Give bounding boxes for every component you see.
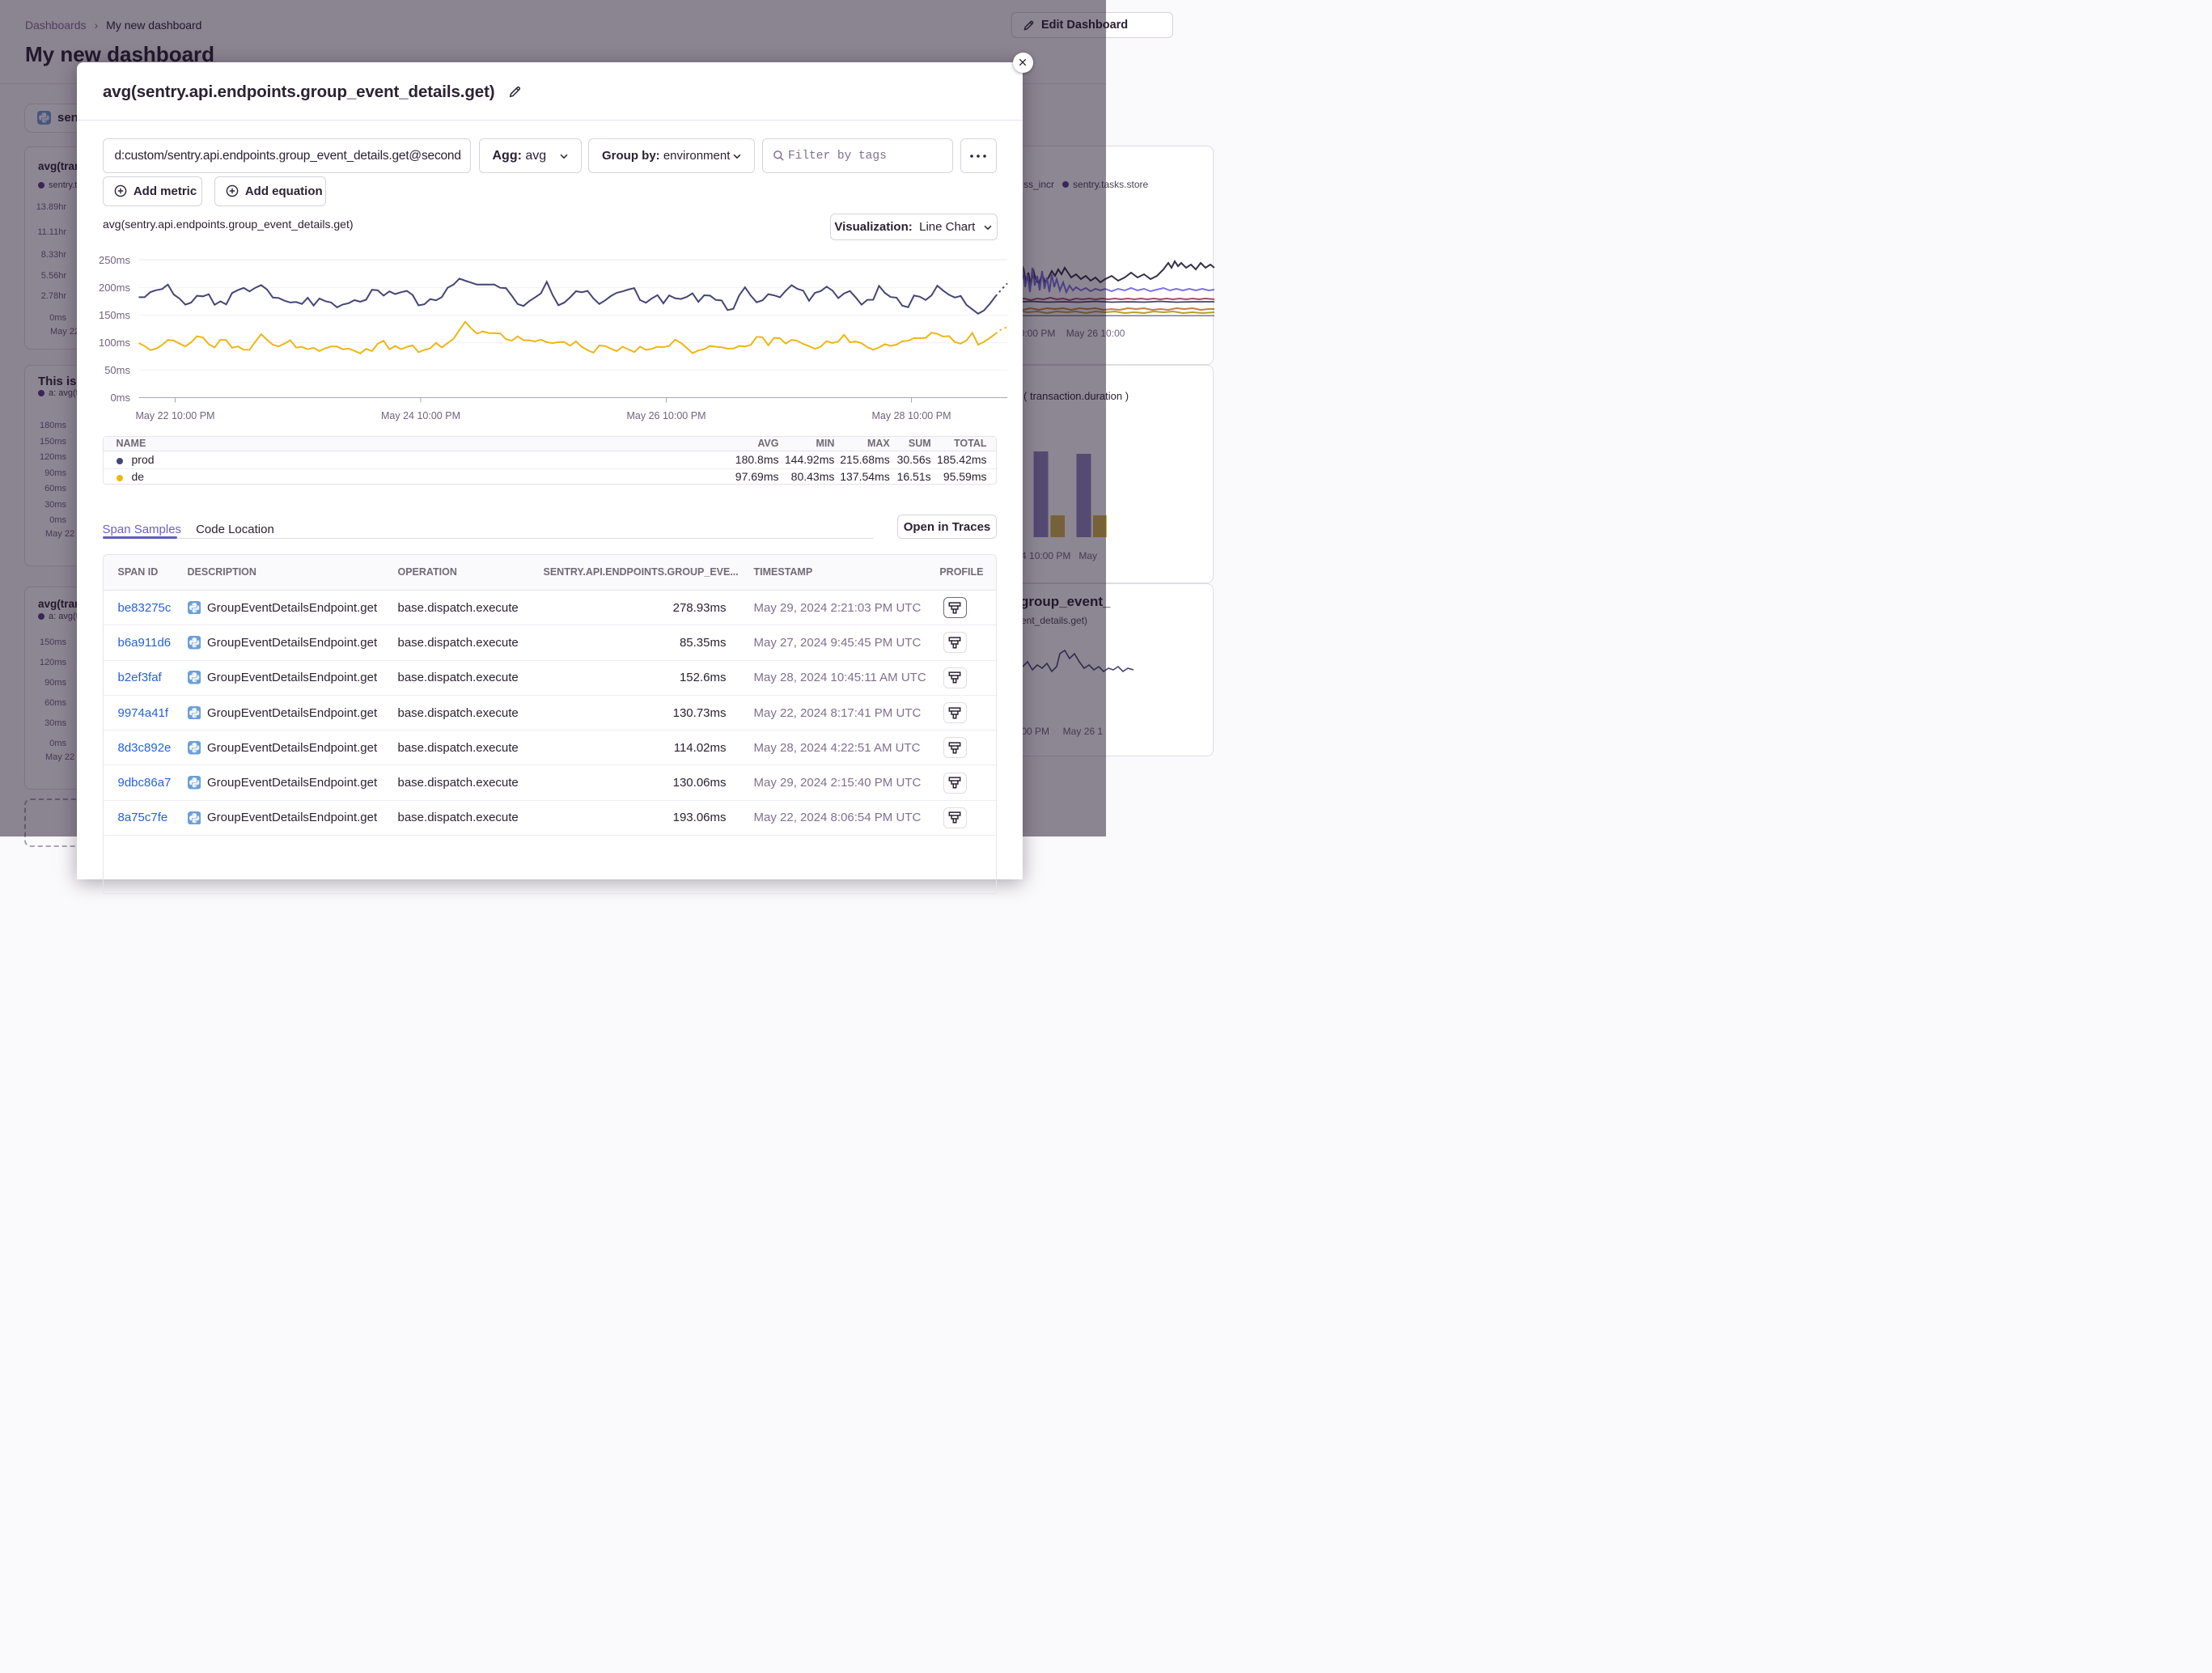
svg-text:May 22 10:00 PM: May 22 10:00 PM — [136, 410, 215, 421]
svg-text:250ms: 250ms — [99, 254, 131, 266]
svg-text:May 24 10:00 PM: May 24 10:00 PM — [381, 410, 460, 421]
svg-text:50ms: 50ms — [104, 364, 130, 376]
svg-text:150ms: 150ms — [99, 309, 131, 321]
svg-text:0ms: 0ms — [110, 392, 130, 404]
svg-text:200ms: 200ms — [99, 282, 131, 294]
svg-text:May 28 10:00 PM: May 28 10:00 PM — [872, 410, 951, 421]
svg-text:May 26 10:00 PM: May 26 10:00 PM — [627, 410, 706, 421]
svg-text:100ms: 100ms — [99, 337, 131, 349]
